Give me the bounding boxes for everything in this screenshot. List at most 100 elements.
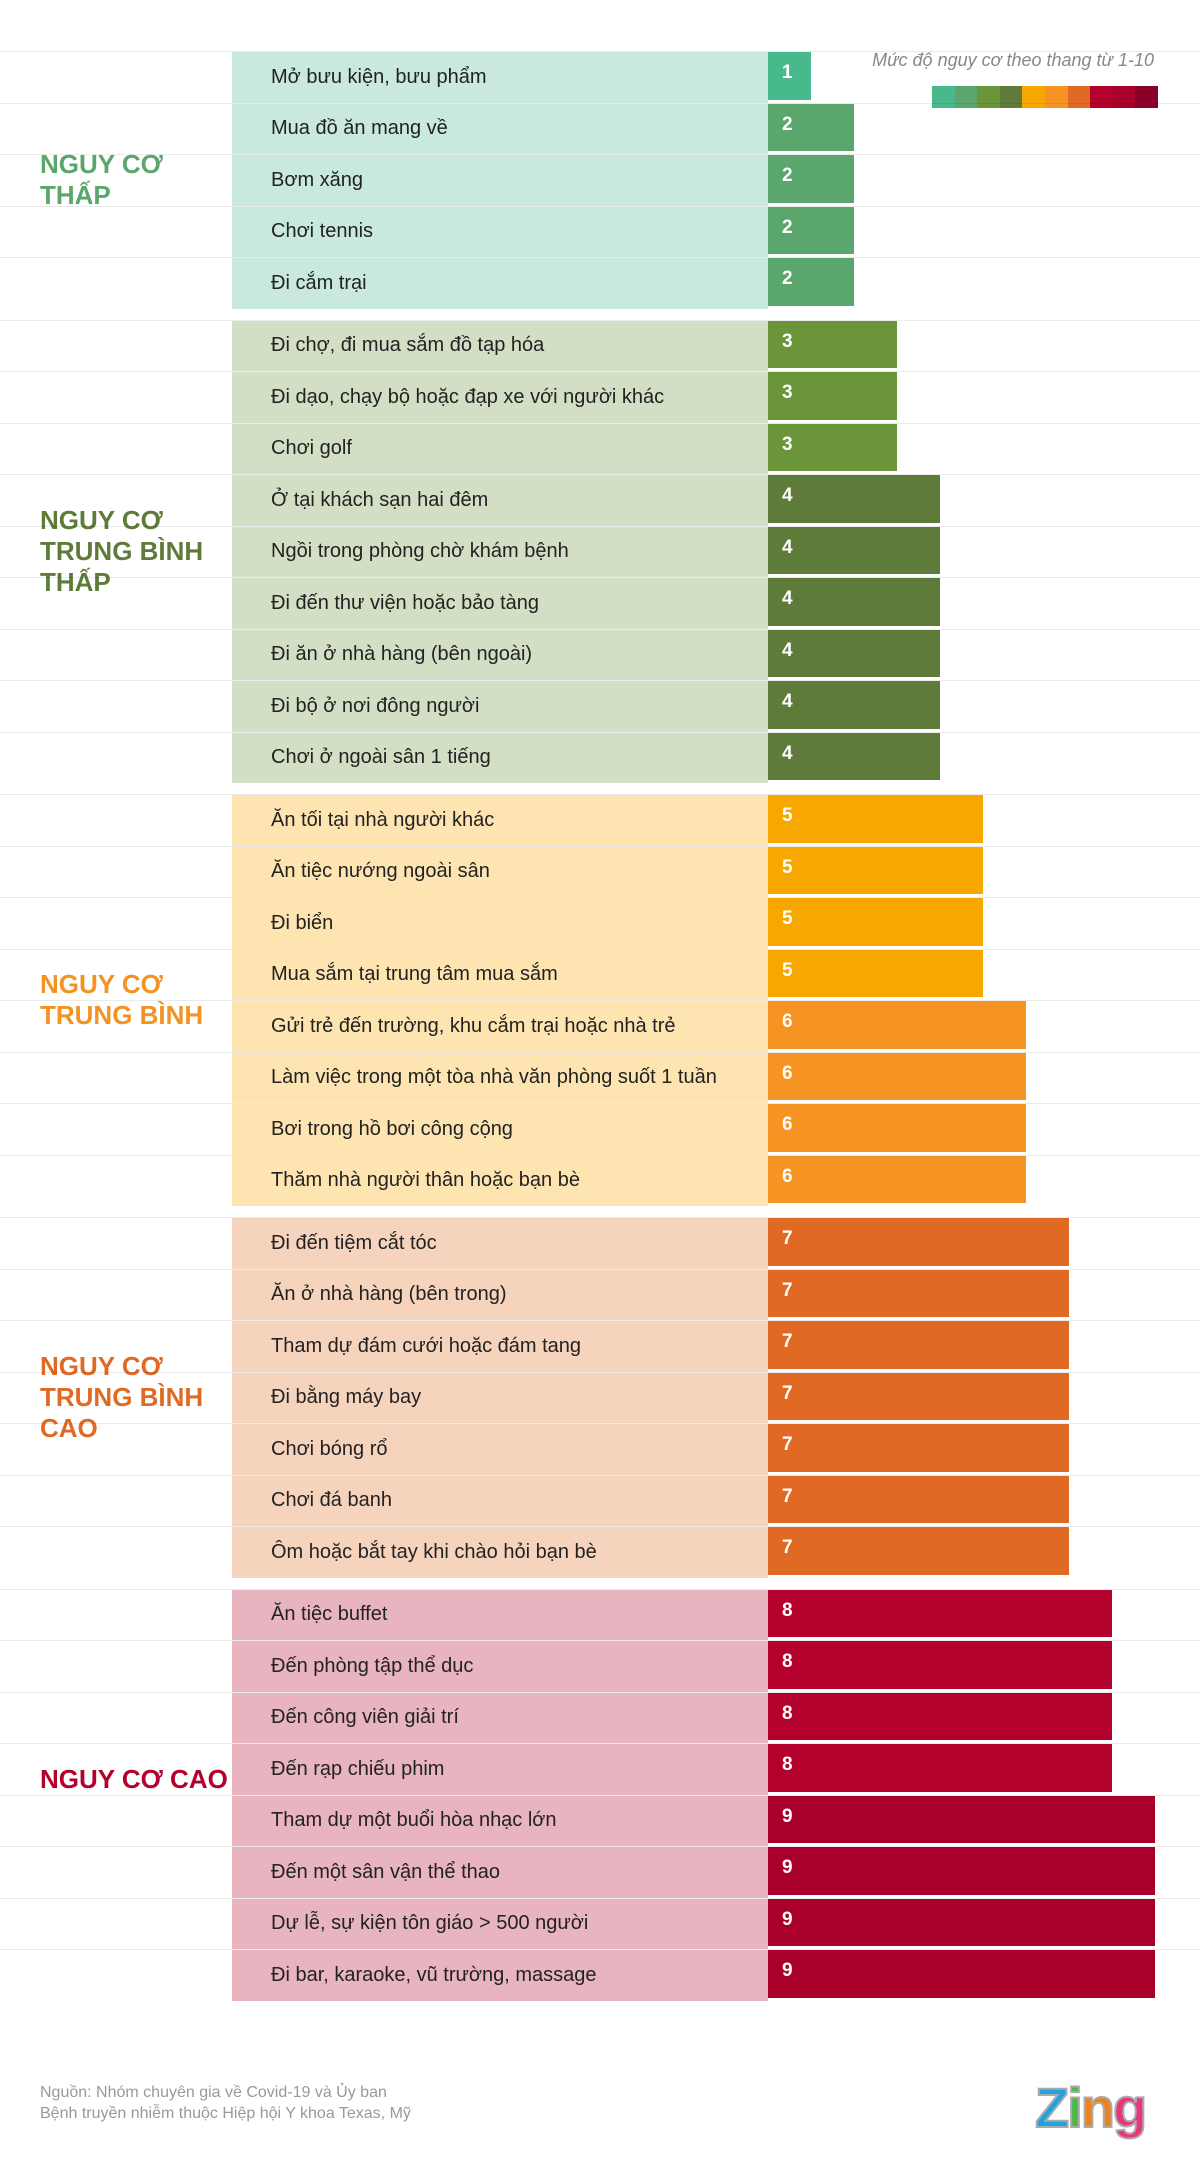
group-title: NGUY CƠ TRUNG BÌNH [40, 969, 204, 1030]
legend-swatch-4 [999, 86, 1023, 108]
bar-row: Đến một sân vận thể thao 9 [0, 1846, 1200, 1898]
bar-value: 2 [768, 258, 854, 306]
bar-label: Mở bưu kiện, bưu phẩm [232, 52, 768, 103]
bar-value: 8 [768, 1641, 1112, 1689]
bar-row: Ôm hoặc bắt tay khi chào hỏi bạn bè 7 [0, 1526, 1200, 1578]
legend-swatch-6 [1044, 86, 1068, 108]
bar-value: 8 [768, 1744, 1112, 1792]
bar-value: 4 [768, 475, 940, 523]
bar-value: 4 [768, 629, 940, 677]
bar-value: 4 [768, 526, 940, 574]
bar-row: Đi ăn ở nhà hàng (bên ngoài) 4 [0, 628, 1200, 680]
bar-label: Chơi đá banh [232, 1475, 768, 1526]
bar-value: 2 [768, 155, 854, 203]
bar-label: Tham dự đám cưới hoặc đám tang [232, 1321, 768, 1372]
legend-swatch-9 [1112, 86, 1136, 108]
bar-row: Đến công viên giải trí 8 [0, 1691, 1200, 1743]
group-title: NGUY CƠ CAO [40, 1763, 228, 1794]
bar-row: Chơi golf 3 [0, 422, 1200, 474]
bar-label: Đi bar, karaoke, vũ trường, massage [232, 1950, 768, 2001]
bar-label: Đi biển [232, 898, 768, 949]
bar-label: Đến phòng tập thể dục [232, 1641, 768, 1692]
bar-row: Đến phòng tập thể dục 8 [0, 1640, 1200, 1692]
bar-row: Đi bộ ở nơi đông người 4 [0, 680, 1200, 732]
bar-label: Thăm nhà người thân hoặc bạn bè [232, 1155, 768, 1206]
bar-row: Mở bưu kiện, bưu phẩm 1 [0, 51, 1200, 103]
bar-value: 9 [768, 1898, 1155, 1946]
bar-row: Đi đến thư viện hoặc bảo tàng 4 [0, 577, 1200, 629]
bar-label: Mua đồ ăn mang về [232, 103, 768, 154]
bar-label: Đến công viên giải trí [232, 1692, 768, 1743]
source-line-2: Bệnh truyền nhiễm thuộc Hiệp hội Y khoa … [40, 2105, 411, 2122]
bar-label: Tham dự một buổi hòa nhạc lớn [232, 1795, 768, 1846]
bar-value: 7 [768, 1475, 1069, 1523]
bar-label: Chơi bóng rổ [232, 1424, 768, 1475]
legend-swatch-5 [1022, 86, 1045, 108]
risk-chart: NGUY CƠ THẤP Mở bưu kiện, bưu phẩm 1 Mua đồ… [0, 51, 1200, 2012]
risk-group: NGUY CƠ CAO Ăn tiệc buffet 8 Đến phòng tập … [0, 1588, 1200, 2001]
bar-row: Ăn ở nhà hàng (bên trong) 7 [0, 1268, 1200, 1320]
bar-value: 4 [768, 732, 940, 780]
legend-swatch-1 [932, 86, 955, 108]
bar-label: Đi ăn ở nhà hàng (bên ngoài) [232, 629, 768, 680]
bar-label: Ở tại khách sạn hai đêm [232, 475, 768, 526]
bar-value: 5 [768, 898, 983, 946]
bar-value: 6 [768, 1155, 1026, 1203]
bar-row: Chơi tennis 2 [0, 205, 1200, 257]
bar-row: Thăm nhà người thân hoặc bạn bè 6 [0, 1154, 1200, 1206]
bar-label: Đi đến thư viện hoặc bảo tàng [232, 578, 768, 629]
bar-row: Gửi trẻ đến trường, khu cắm trại hoặc nh… [0, 1000, 1200, 1052]
bar-row: Mua đồ ăn mang về 2 [0, 102, 1200, 154]
bar-row: Tham dự một buổi hòa nhạc lớn 9 [0, 1794, 1200, 1846]
risk-group: NGUY CƠ TRUNG BÌNH THẤP Đi chợ, đi mua sắ… [0, 319, 1200, 783]
bar-row: Mua sắm tại trung tâm mua sắm 5 [0, 948, 1200, 1000]
risk-group: NGUY CƠ THẤP Mở bưu kiện, bưu phẩm 1 Mua đồ… [0, 51, 1200, 309]
bar-value: 7 [768, 1424, 1069, 1472]
legend-color-scale [932, 86, 1158, 108]
bar-row: Ăn tiệc buffet 8 [0, 1588, 1200, 1640]
risk-group: NGUY CƠ TRUNG BÌNH CAO Đi đến tiệm cắt tó… [0, 1217, 1200, 1578]
bar-value: 5 [768, 949, 983, 997]
legend-swatch-8 [1090, 86, 1113, 108]
legend-swatch-7 [1067, 86, 1091, 108]
bar-value: 7 [768, 1218, 1069, 1266]
bar-row: Dự lễ, sự kiện tôn giáo > 500 người 9 [0, 1897, 1200, 1949]
legend-swatch-2 [954, 86, 978, 108]
bar-value: 8 [768, 1692, 1112, 1740]
bar-row: Ngồi trong phòng chờ khám bệnh 4 [0, 525, 1200, 577]
group-title: NGUY CƠ TRUNG BÌNH THẤP [40, 504, 204, 597]
bar-row: Đi cắm trại 2 [0, 257, 1200, 309]
bar-label: Bơm xăng [232, 155, 768, 206]
bar-value: 5 [768, 846, 983, 894]
group-title: NGUY CƠ TRUNG BÌNH CAO [40, 1350, 204, 1443]
bar-row: Ăn tối tại nhà người khác 5 [0, 794, 1200, 846]
group-title: NGUY CƠ THẤP [40, 148, 163, 210]
source-note: Nguồn: Nhóm chuyên gia về Covid-19 và Ủy… [40, 2082, 411, 2124]
bar-value: 2 [768, 103, 854, 151]
bar-row: Đến rạp chiếu phim 8 [0, 1743, 1200, 1795]
bar-value: 7 [768, 1372, 1069, 1420]
bar-row: Tham dự đám cưới hoặc đám tang 7 [0, 1320, 1200, 1372]
bar-value: 2 [768, 206, 854, 254]
bar-value: 7 [768, 1527, 1069, 1575]
bar-value: 3 [768, 372, 897, 420]
bar-row: Đi chợ, đi mua sắm đồ tạp hóa 3 [0, 319, 1200, 371]
bar-label: Gửi trẻ đến trường, khu cắm trại hoặc nh… [232, 1001, 768, 1052]
bar-label: Ăn tiệc buffet [232, 1589, 768, 1640]
bar-label: Đi chợ, đi mua sắm đồ tạp hóa [232, 320, 768, 371]
bar-value: 7 [768, 1321, 1069, 1369]
bar-value: 9 [768, 1950, 1155, 1998]
bar-value: 8 [768, 1589, 1112, 1637]
bar-value: 4 [768, 578, 940, 626]
bar-value: 3 [768, 320, 897, 368]
bar-value: 4 [768, 681, 940, 729]
bar-label: Chơi ở ngoài sân 1 tiếng [232, 732, 768, 783]
bar-label: Ngồi trong phòng chờ khám bệnh [232, 526, 768, 577]
zing-logo: Zing [1034, 2075, 1148, 2140]
bar-row: Làm việc trong một tòa nhà văn phòng suố… [0, 1051, 1200, 1103]
bar-label: Ăn ở nhà hàng (bên trong) [232, 1269, 768, 1320]
bar-label: Dự lễ, sự kiện tôn giáo > 500 người [232, 1898, 768, 1949]
bar-label: Mua sắm tại trung tâm mua sắm [232, 949, 768, 1000]
bar-value: 6 [768, 1001, 1026, 1049]
bar-value: 6 [768, 1052, 1026, 1100]
